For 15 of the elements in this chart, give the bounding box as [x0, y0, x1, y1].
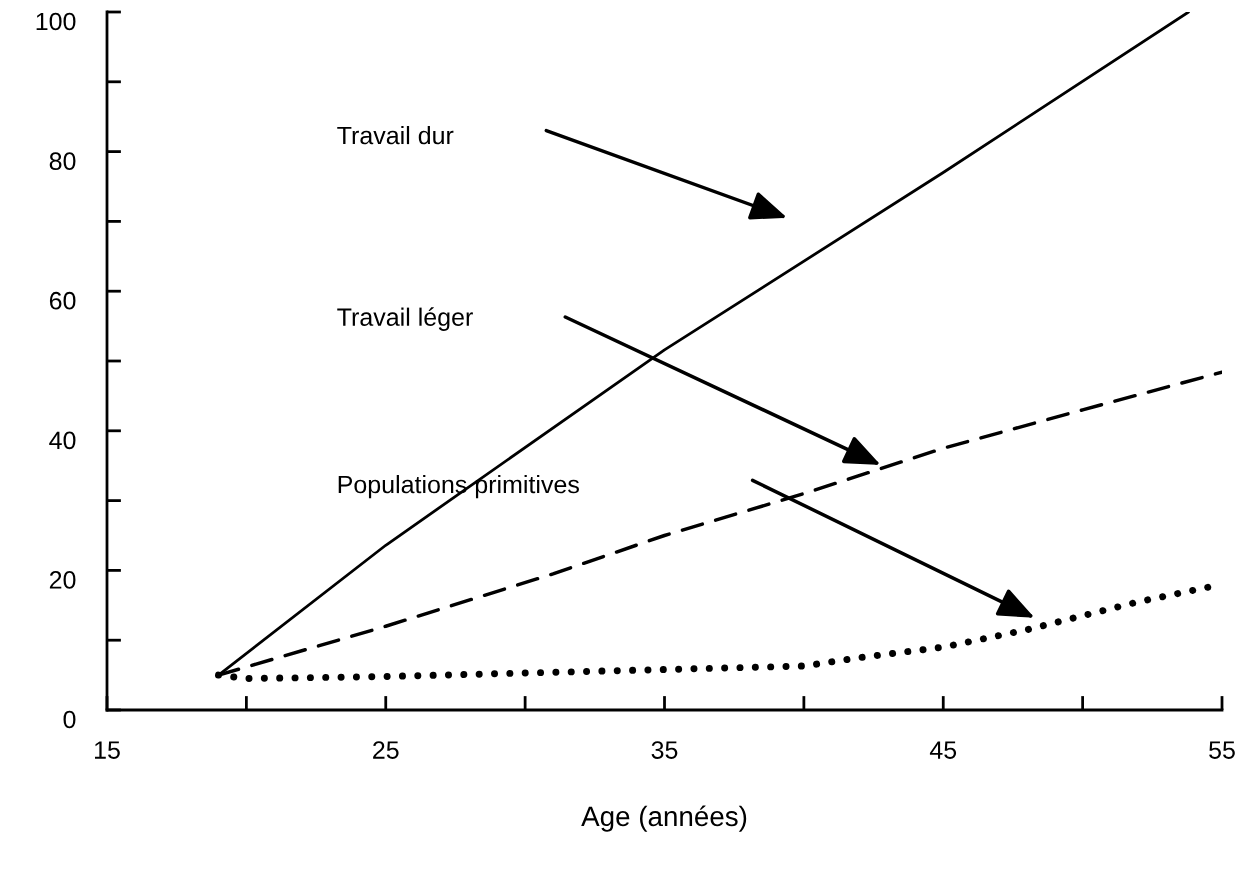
x-tick-label: 45 — [929, 741, 957, 759]
x-axis-title: Age (années) — [581, 805, 747, 832]
x-tick-label: 15 — [95, 741, 120, 759]
y-tick-label: 80 — [49, 152, 76, 170]
y-tick-label: 0 — [63, 710, 76, 729]
x-tick-label: 55 — [1209, 741, 1235, 759]
annotation: Populations primitives — [338, 474, 579, 499]
y-tick-label: 60 — [49, 291, 76, 310]
y-tick-label: 20 — [49, 571, 76, 589]
x-tick-label: 25 — [373, 741, 399, 759]
annotation: Travail dur — [337, 125, 454, 145]
y-tick-label: 100 — [36, 12, 76, 31]
y-tick-label: 40 — [49, 431, 76, 450]
x-tick-label: 35 — [651, 741, 678, 759]
annotation: Travail léger — [337, 307, 473, 331]
